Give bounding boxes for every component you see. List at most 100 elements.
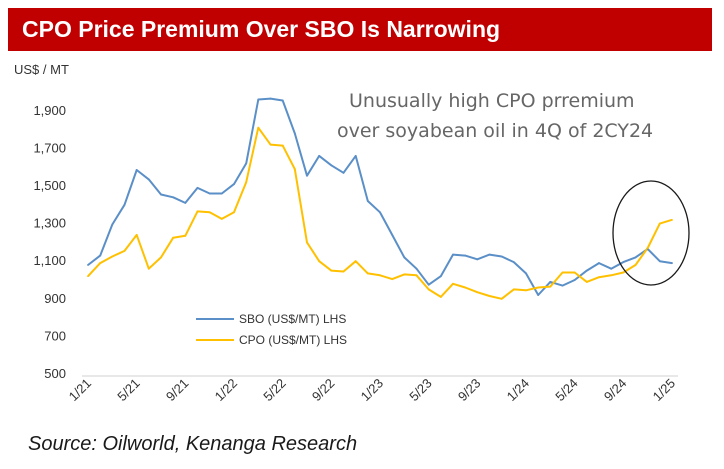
data-point-sbo (184, 202, 187, 204)
data-point-sbo (610, 267, 613, 270)
data-point-sbo (561, 284, 564, 287)
data-point-sbo (488, 253, 491, 256)
data-point-sbo (512, 261, 515, 264)
x-tick-label: 5/23 (406, 376, 435, 405)
data-point-cpo (111, 255, 114, 258)
data-point-sbo (233, 183, 235, 186)
data-point-cpo (220, 218, 223, 220)
legend: SBO (US$/MT) LHS CPO (US$/MT) LHS (196, 312, 347, 347)
data-point-cpo (208, 211, 211, 214)
series-points (87, 97, 673, 300)
data-point-cpo (257, 126, 260, 129)
x-tick-label: 1/25 (650, 376, 679, 405)
x-tick-label: 9/22 (309, 376, 338, 405)
highlight-ellipse (612, 180, 690, 286)
data-point-sbo (622, 261, 625, 264)
x-tick-label: 1/22 (212, 376, 241, 405)
x-tick-label: 1/24 (504, 376, 533, 405)
data-point-sbo (208, 192, 211, 195)
data-point-cpo (293, 168, 296, 170)
data-point-cpo (233, 211, 235, 214)
x-tick-label: 9/23 (455, 376, 484, 405)
y-tick-label: 1,900 (33, 103, 66, 118)
data-point-cpo (269, 143, 272, 146)
y-tick-label: 1,700 (33, 140, 66, 155)
data-point-cpo (281, 144, 284, 147)
data-point-sbo (549, 280, 552, 283)
x-tick-label: 9/24 (601, 376, 630, 405)
data-point-cpo (354, 260, 357, 263)
data-point-sbo (281, 99, 284, 102)
data-point-cpo (488, 295, 491, 297)
data-point-cpo (634, 264, 637, 266)
data-point-sbo (99, 254, 102, 257)
data-point-sbo (500, 255, 503, 258)
data-point-sbo (111, 223, 114, 226)
annotation-line: Unusually high CPO prremium (349, 90, 635, 112)
data-point-cpo (342, 270, 345, 273)
data-point-sbo (257, 98, 260, 101)
data-point-sbo (452, 253, 454, 256)
data-point-sbo (427, 283, 430, 286)
data-point-cpo (196, 210, 199, 213)
data-point-cpo (585, 280, 588, 283)
annotation: Unusually high CPO prremium over soyabean… (337, 90, 653, 142)
data-point-sbo (379, 211, 381, 214)
data-point-cpo (403, 273, 406, 276)
data-point-cpo (658, 222, 661, 225)
data-point-cpo (318, 260, 321, 263)
data-point-cpo (537, 286, 540, 289)
data-point-sbo (464, 254, 467, 257)
y-tick-label: 700 (44, 328, 66, 343)
legend-label: SBO (US$/MT) LHS (239, 312, 346, 326)
data-point-sbo (269, 97, 272, 100)
title-bar: CPO Price Premium Over SBO Is Narrowing (8, 8, 712, 51)
data-point-cpo (476, 291, 479, 294)
data-point-sbo (354, 155, 357, 157)
data-point-sbo (671, 262, 673, 264)
data-point-sbo (439, 275, 442, 278)
data-point-cpo (415, 274, 418, 277)
data-point-sbo (525, 272, 527, 275)
chart-title: CPO Price Premium Over SBO Is Narrowing (22, 16, 501, 42)
data-point-cpo (172, 236, 175, 239)
data-point-cpo (366, 272, 369, 275)
data-point-cpo (646, 247, 649, 249)
data-point-sbo (135, 169, 138, 171)
data-point-cpo (452, 282, 454, 285)
data-point-sbo (598, 262, 600, 264)
source-note: Source: Oilworld, Kenanga Research (28, 433, 358, 455)
data-point-cpo (147, 267, 150, 270)
data-point-cpo (87, 275, 89, 278)
data-point-sbo (342, 171, 345, 174)
data-point-sbo (537, 294, 540, 296)
data-point-sbo (147, 178, 150, 181)
legend-label: CPO (US$/MT) LHS (239, 333, 347, 347)
data-point-sbo (476, 258, 479, 261)
x-tick-label: 5/22 (260, 376, 289, 405)
data-point-sbo (585, 269, 588, 272)
data-point-cpo (379, 274, 381, 277)
annotation-line: over soyabean oil in 4Q of 2CY24 (337, 120, 653, 142)
y-tick-label: 900 (44, 291, 66, 306)
data-point-cpo (598, 276, 600, 279)
data-point-sbo (245, 162, 248, 165)
data-point-sbo (123, 203, 126, 206)
x-tick-label: 1/23 (358, 376, 387, 405)
data-point-sbo (330, 164, 333, 167)
y-axis-label: US$ / MT (14, 62, 69, 77)
data-point-cpo (427, 288, 430, 291)
data-point-sbo (172, 196, 175, 199)
x-tick-label: 5/24 (552, 376, 581, 405)
data-point-cpo (330, 269, 333, 272)
data-point-cpo (184, 234, 187, 237)
data-point-cpo (500, 297, 503, 300)
data-point-cpo (306, 241, 308, 244)
data-point-sbo (391, 233, 394, 236)
data-point-sbo (160, 193, 162, 196)
data-point-cpo (610, 274, 613, 277)
y-axis: 500 700 900 1,100 1,300 1,500 1,700 1,900 (33, 103, 66, 381)
data-point-sbo (403, 256, 406, 259)
x-axis: 1/21 5/21 9/21 1/22 5/22 9/22 1/23 5/23 9/23 1/24… (66, 376, 679, 405)
data-point-sbo (634, 256, 637, 259)
